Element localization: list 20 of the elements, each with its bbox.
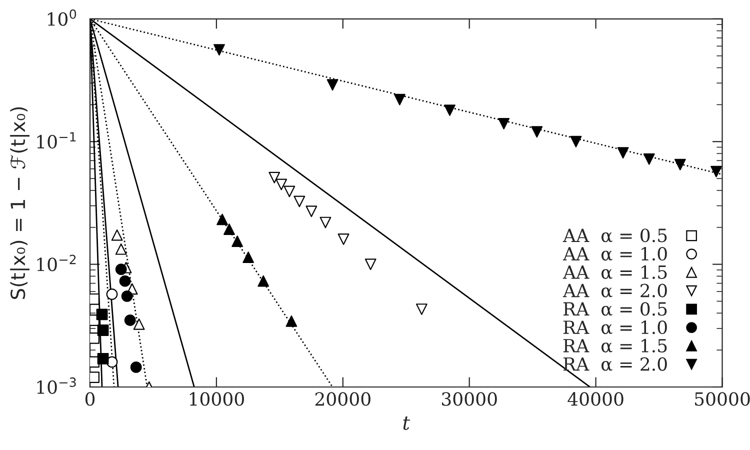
y-tick-label: 10$^{0}$ xyxy=(48,9,76,26)
legend-label: RA α = 1.0 xyxy=(563,320,667,334)
legend-label: RA α = 1.5 xyxy=(563,338,667,352)
legend-label: AA α = 2.0 xyxy=(562,284,667,298)
y-tick-label: 10$^{−1}$ xyxy=(37,132,76,149)
x-tick-label: 40000 xyxy=(568,392,624,406)
x-tick-label: 30000 xyxy=(442,392,497,406)
legend-label: RA α = 2.0 xyxy=(563,357,667,371)
y-tick-label: 10$^{−2}$ xyxy=(37,254,76,272)
legend-label: AA α = 0.5 xyxy=(562,228,667,242)
y-axis-title: S(t|x₀) = 1 − ℱ(t|x₀) xyxy=(10,107,30,299)
x-tick-label: 20000 xyxy=(315,392,370,406)
legend-label: AA α = 1.0 xyxy=(562,246,667,261)
x-axis-title: t xyxy=(403,416,410,430)
y-tick-label: 10$^{−3}$ xyxy=(37,377,76,394)
legend-label: AA α = 1.5 xyxy=(562,265,667,279)
x-tick-label: 10000 xyxy=(190,392,244,406)
x-tick-label: 0 xyxy=(85,392,95,406)
legend-label: RA α = 0.5 xyxy=(563,302,667,316)
x-tick-label: 50000 xyxy=(695,392,750,406)
